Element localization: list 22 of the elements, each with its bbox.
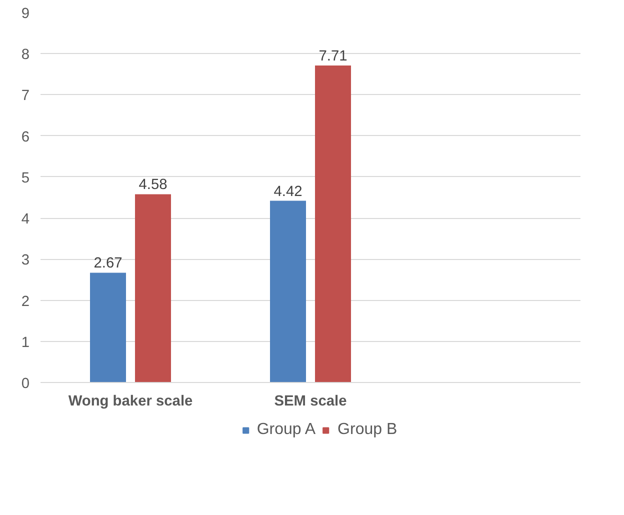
x-tick-label: SEM scale bbox=[274, 394, 347, 410]
bar bbox=[90, 272, 126, 382]
y-tick-label: 7 bbox=[21, 88, 30, 104]
y-tick-label: 6 bbox=[21, 129, 30, 146]
bar bbox=[270, 200, 306, 382]
y-tick-label: 2 bbox=[21, 294, 30, 310]
legend-label: Group A bbox=[256, 421, 316, 439]
data-label: 2.67 bbox=[94, 256, 122, 272]
x-tick-label: Wong baker scale bbox=[68, 394, 193, 410]
y-tick-label: 8 bbox=[21, 47, 30, 64]
bar bbox=[315, 66, 351, 382]
bar bbox=[135, 194, 171, 382]
y-tick-label: 9 bbox=[21, 6, 30, 22]
data-label: 4.58 bbox=[138, 177, 168, 194]
y-tick-label: 5 bbox=[21, 170, 30, 186]
y-tick-label: 4 bbox=[21, 212, 30, 228]
data-label: 4.42 bbox=[274, 184, 302, 200]
y-tick-label: 1 bbox=[21, 334, 30, 351]
data-label: 7.71 bbox=[318, 48, 348, 65]
y-tick-label: 3 bbox=[21, 252, 30, 269]
legend-label: Group B bbox=[338, 421, 398, 439]
y-tick-label: 0 bbox=[21, 376, 30, 392]
